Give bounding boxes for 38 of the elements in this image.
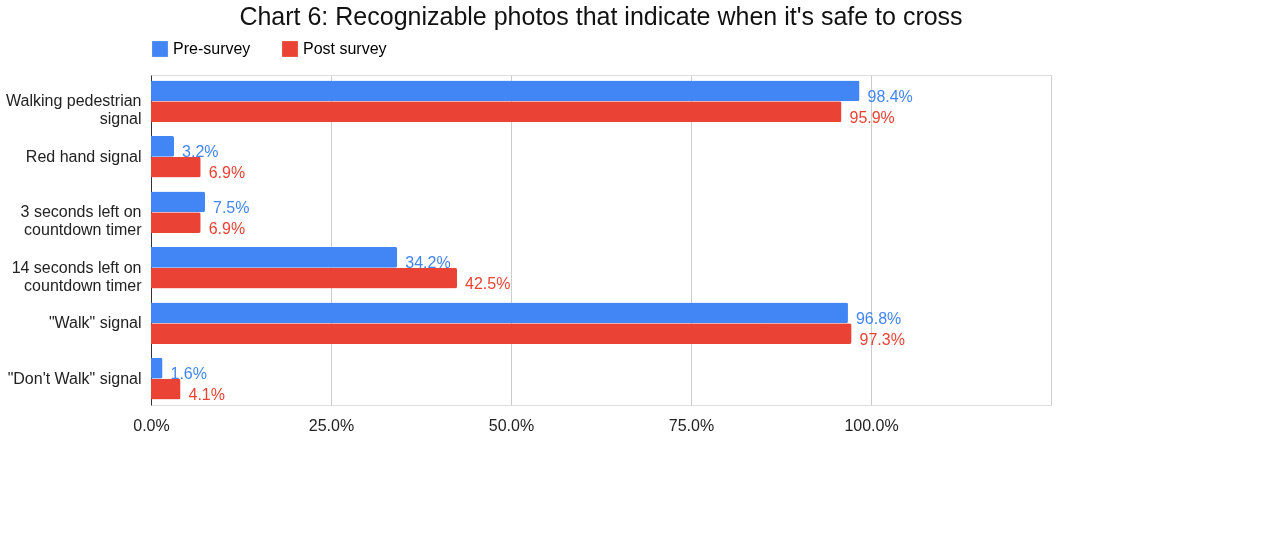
bar: [151, 156, 201, 178]
x-tick-label: 100.0%: [844, 416, 899, 434]
data-label: 1.6%: [170, 365, 207, 383]
data-label: 98.4%: [867, 87, 913, 105]
data-label: 34.2%: [405, 254, 451, 272]
bar: [151, 357, 163, 379]
data-label: 3.2%: [182, 143, 219, 161]
data-label: 96.8%: [855, 309, 902, 327]
bar: [151, 101, 842, 123]
x-tick-label: 0.0%: [133, 416, 170, 434]
data-label: 7.5%: [213, 198, 250, 216]
bar: [151, 191, 205, 213]
data-label: 4.1%: [188, 386, 225, 404]
data-label: 6.9%: [208, 219, 246, 237]
data-label: 97.3%: [859, 330, 905, 348]
y-tick-label: 14 seconds left on countdown timer: [11, 258, 143, 294]
bar: [151, 378, 181, 400]
y-tick-label: Walking pedestrian signal: [6, 92, 142, 128]
bar: [151, 323, 852, 344]
data-label: 95.9%: [849, 108, 895, 126]
legend-label: Pre-survey: [173, 40, 251, 57]
y-tick-label: "Don't Walk" signal: [7, 369, 142, 387]
bar: [151, 267, 457, 289]
bar: [151, 302, 848, 324]
bar: [151, 246, 398, 268]
legend-label: Post survey: [303, 40, 387, 57]
x-tick-label: 75.0%: [668, 416, 715, 434]
y-tick-label: 3 seconds left on countdown timer: [20, 203, 143, 239]
y-tick-label: "Walk" signal: [48, 314, 142, 332]
chart-title: Chart 6: Recognizable photos that indicate when it's safe to cross: [239, 2, 963, 30]
x-tick-label: 50.0%: [488, 416, 535, 434]
data-label: 6.9%: [208, 164, 246, 182]
bar: [151, 212, 201, 234]
bar: [151, 136, 175, 157]
y-tick-label: Red hand signal: [25, 147, 142, 165]
bar: [151, 80, 860, 102]
x-tick-label: 25.0%: [308, 416, 355, 434]
data-label: 42.5%: [465, 275, 511, 293]
